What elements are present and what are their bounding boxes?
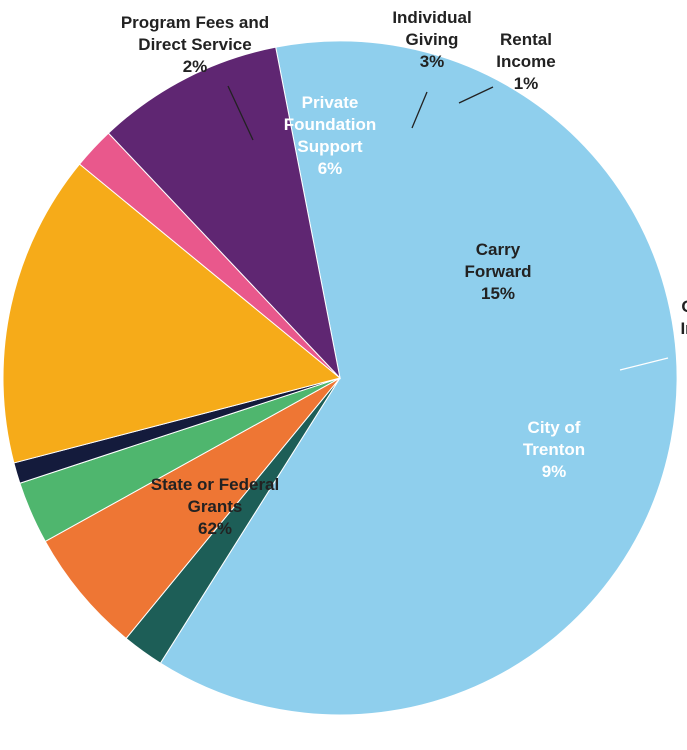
pie-slices [2,40,678,716]
label-program-fees-and-direct-service: Program Fees and Direct Service 2% [121,13,269,76]
label-private-foundation-support: Private Foundation Support 6% [284,93,377,178]
leader-program-fees-and-direct-service [227,85,254,141]
leader-lines [227,85,669,371]
label-state-or-federal-grants: State or Federal Grants 62% [151,475,280,538]
label-individual-giving: Individual Giving 3% [392,8,471,71]
slice-carry-forward [2,163,342,464]
leader-rental-income [458,86,494,104]
leader-individual-giving [411,91,428,129]
label-city-of-trenton: City of Trenton 9% [523,418,585,481]
slice-labels: State or Federal Grants 62% Program Fees an… [121,8,687,538]
label-carry-forward: Carry Forward 15% [464,240,531,303]
slice-state-or-federal-grants [159,40,678,716]
label-other-income: OIn [680,297,687,338]
slice-city-of-trenton [107,46,341,380]
slice-private-foundation-support [44,377,341,640]
label-rental-income: Rental Income 1% [496,30,556,93]
leader-other-income [619,357,669,371]
